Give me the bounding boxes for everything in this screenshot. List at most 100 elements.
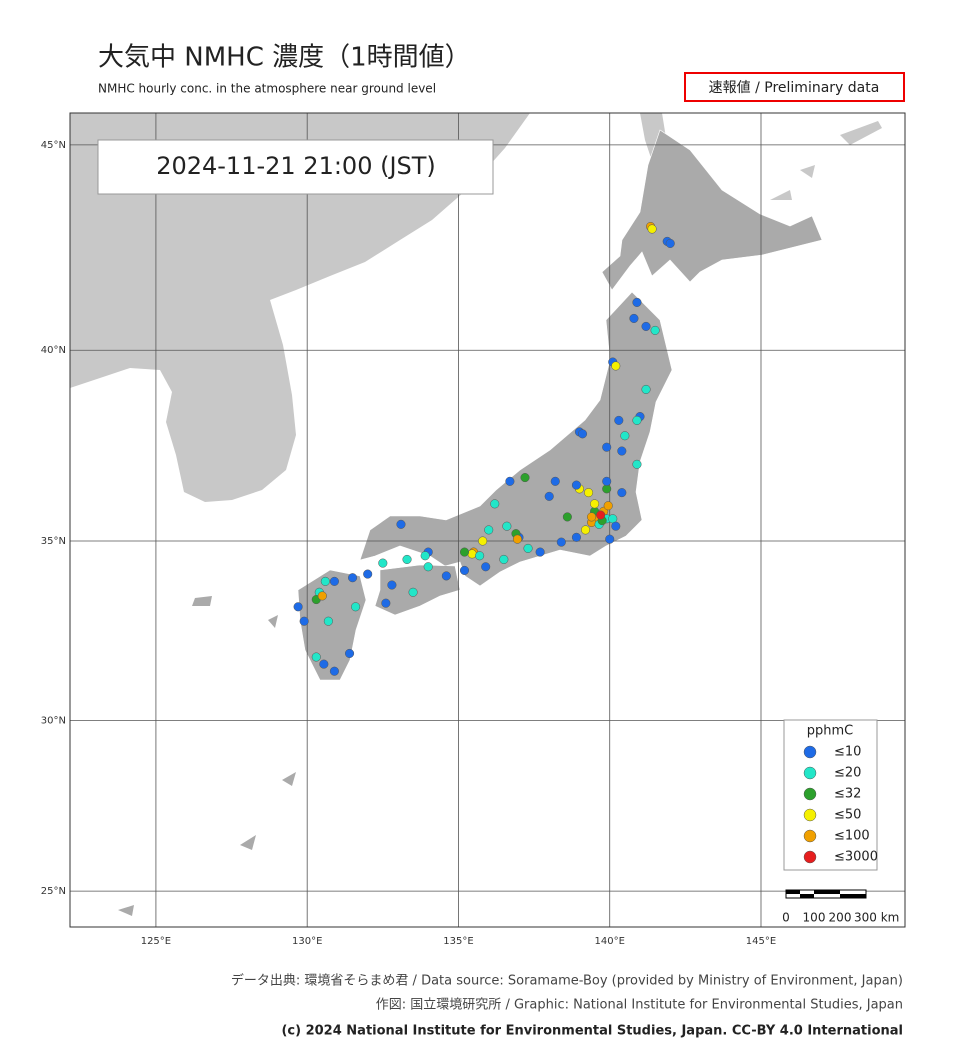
station [617, 488, 627, 498]
station [329, 666, 339, 676]
station [459, 547, 470, 557]
station [408, 587, 418, 597]
station [320, 576, 330, 586]
scale-seg [786, 890, 800, 894]
station [583, 488, 594, 498]
station [423, 562, 433, 572]
station [665, 238, 675, 248]
station [562, 512, 572, 522]
lon-tick-label: 145°E [746, 936, 776, 947]
legend-label: ≤20 [834, 766, 861, 781]
station [611, 521, 621, 531]
station [311, 652, 321, 662]
map-frame [69, 112, 906, 928]
kuril [770, 121, 882, 200]
station [396, 519, 406, 529]
station [402, 554, 412, 564]
station [617, 446, 627, 456]
station [363, 569, 373, 579]
station [632, 297, 642, 307]
station [348, 573, 358, 583]
station [535, 547, 545, 557]
graphic-credit: 作図: 国立環境研究所 / Graphic: National Institut… [376, 997, 903, 1013]
station [512, 534, 523, 544]
station [596, 510, 606, 520]
station [520, 473, 530, 483]
legend-label: ≤100 [834, 829, 870, 844]
scale-seg [840, 894, 866, 898]
station [632, 415, 642, 425]
lat-tick-label: 45°N [41, 140, 66, 151]
subtitle: NMHC hourly conc. in the atmosphere near… [98, 82, 436, 96]
station [571, 532, 581, 542]
scale-label: 0 [782, 911, 790, 925]
station [647, 224, 657, 234]
lon-tick-label: 135°E [443, 936, 473, 947]
station [505, 476, 515, 486]
scale-label: 300 km [854, 911, 899, 925]
lon-tick-label: 130°E [292, 936, 322, 947]
station [556, 537, 566, 547]
station [580, 525, 591, 535]
scale-label: 200 [829, 911, 852, 925]
station [351, 602, 361, 612]
station [329, 576, 339, 586]
stations [293, 221, 675, 676]
station [481, 562, 491, 572]
station [381, 598, 391, 608]
timestamp-box [97, 139, 494, 195]
source: データ出典: 環境省そらまめ君 / Data source: Soramame-… [231, 973, 903, 989]
station [319, 659, 329, 669]
station [611, 361, 621, 371]
station [459, 565, 470, 575]
shikoku [374, 564, 461, 616]
lon-tick-label: 140°E [595, 936, 625, 947]
station [641, 321, 651, 331]
legend-marker [803, 808, 817, 822]
station [550, 476, 560, 486]
station [502, 521, 512, 531]
station [475, 551, 485, 561]
legend-label: ≤50 [834, 808, 861, 823]
mainland [70, 113, 530, 502]
legend: ≤10 ≤20 ≤32 ≤50 ≤100 ≤3000 [803, 745, 878, 865]
legend-marker [803, 745, 817, 759]
station [577, 429, 588, 439]
legend-label: ≤32 [834, 787, 861, 802]
legend-label: ≤10 [834, 745, 861, 760]
legend-label: ≤3000 [834, 850, 878, 865]
station [632, 459, 642, 469]
lat-tick-label: 25°N [41, 886, 66, 897]
station [544, 491, 554, 501]
lat-tick-label: 40°N [41, 345, 66, 356]
station [614, 415, 624, 425]
lat-tick-label: 30°N [41, 715, 66, 726]
legend-title: pphmC [807, 724, 853, 739]
station [499, 554, 509, 564]
legend-marker [803, 766, 817, 780]
station [605, 534, 615, 544]
title: 大気中 NMHC 濃度（1時間値） [98, 43, 471, 73]
station [587, 512, 597, 522]
copyright: (c) 2024 National Institute for Environm… [281, 1024, 903, 1039]
station [602, 442, 612, 452]
badge-box [684, 72, 905, 102]
scale-label: 100 [803, 911, 826, 925]
station [650, 325, 660, 335]
scale-bar [785, 889, 867, 899]
station [317, 591, 327, 601]
station [441, 571, 451, 581]
legend-box [783, 719, 878, 871]
hokkaido [601, 129, 823, 291]
lon-tick-label: 125°E [141, 936, 171, 947]
scale-seg [814, 890, 840, 894]
station [571, 480, 581, 490]
station [523, 543, 533, 553]
lat-tick-label: 35°N [41, 536, 66, 547]
station [293, 602, 303, 612]
station [387, 580, 397, 590]
station [323, 616, 333, 626]
station [620, 431, 630, 441]
